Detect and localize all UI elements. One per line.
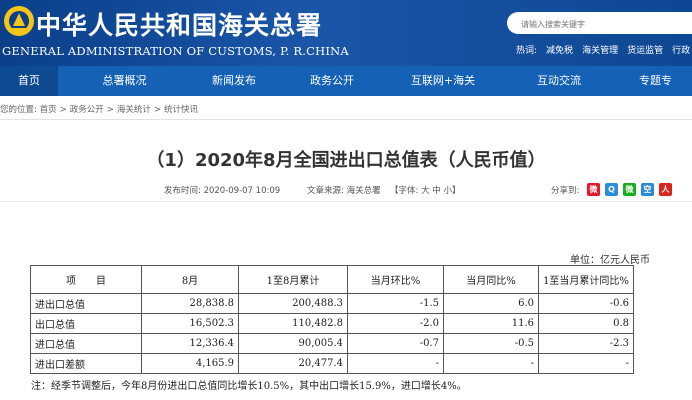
table-cell: 16,502.3 <box>141 313 239 334</box>
table-row: 进出口差额 4,165.9 20,477.4 - - - <box>30 353 634 374</box>
breadcrumb-separator: > <box>59 105 67 115</box>
weibo-icon[interactable]: 微 <box>587 183 600 196</box>
unit-label: 单位：亿元人民币 <box>570 255 650 266</box>
meta-divider <box>0 201 692 202</box>
nav-item-government-affairs[interactable]: 政务公开 <box>310 74 354 87</box>
table-cell: 12,336.4 <box>141 333 239 354</box>
table-cell: - <box>347 353 444 374</box>
table-cell: -0.5 <box>443 333 539 354</box>
table-cell: 20,477.4 <box>238 353 348 374</box>
nav-item-interaction[interactable]: 互动交流 <box>537 74 581 87</box>
nav-item-topics[interactable]: 专题专 <box>639 74 672 87</box>
table-cell: 11.6 <box>443 313 539 334</box>
breadcrumb-separator: > <box>106 105 114 115</box>
search-input[interactable] <box>507 13 681 36</box>
hot-words: 热词: 减免税 海关管理 货运监管 行政 <box>516 43 692 56</box>
breadcrumb-link-home[interactable]: 首页 <box>39 105 57 115</box>
site-title-english: GENERAL ADMINISTRATION OF CUSTOMS, P. R.… <box>2 44 349 58</box>
table-header: 1至当月累计同比% <box>538 265 634 294</box>
customs-emblem-icon <box>4 6 34 36</box>
table-cell: 110,482.8 <box>238 313 348 334</box>
table-header: 项 目 <box>30 265 142 294</box>
site-title[interactable]: 中华人民共和国海关总署 <box>36 11 323 40</box>
table-cell: -1.5 <box>347 293 444 314</box>
qzone-icon[interactable]: 空 <box>641 183 654 196</box>
share-icons: 微 Q 微 空 人 <box>587 183 672 196</box>
hot-word-link[interactable]: 减免税 <box>546 46 574 56</box>
table-header: 8月 <box>141 265 239 294</box>
table-cell: -2.0 <box>347 313 444 334</box>
breadcrumb: 您的位置: 首页 > 政务公开 > 海关统计 > 统计快讯 <box>0 103 198 115</box>
breadcrumb-link-gov[interactable]: 政务公开 <box>69 105 104 115</box>
table-header-row: 项 目 8月 1至8月累计 当月环比% 当月同比% 1至当月累计同比% <box>30 265 634 294</box>
font-size-control[interactable]: 【字体: 大 中 小】 <box>390 186 461 196</box>
publish-time: 发布时间: 2020-09-07 10:09 <box>164 186 281 196</box>
nav-item-news[interactable]: 新闻发布 <box>212 74 256 87</box>
table-cell: 200,488.3 <box>238 293 348 314</box>
share-label: 分享到: <box>551 186 580 196</box>
table-cell: -2.3 <box>538 333 634 354</box>
table-cell: 进出口差额 <box>30 353 142 374</box>
table-cell: 进出口总值 <box>30 293 142 314</box>
table-cell: 进口总值 <box>30 333 142 354</box>
search-box <box>507 12 692 36</box>
table-cell: 6.0 <box>443 293 539 314</box>
table-header: 当月同比% <box>443 265 539 294</box>
nav-item-home[interactable]: 首页 <box>0 66 58 96</box>
hot-word-link[interactable]: 行政 <box>672 46 691 56</box>
trade-value-table: 项 目 8月 1至8月累计 当月环比% 当月同比% 1至当月累计同比% 进出口总… <box>30 265 634 374</box>
table-cell: -0.7 <box>347 333 444 354</box>
table-cell: - <box>538 353 634 374</box>
table-row: 出口总值 16,502.3 110,482.8 -2.0 11.6 0.8 <box>30 313 634 334</box>
table-cell: 出口总值 <box>30 313 142 334</box>
breadcrumb-separator: > <box>153 105 161 115</box>
table-header: 当月环比% <box>347 265 444 294</box>
table-row: 进口总值 12,336.4 90,005.4 -0.7 -0.5 -2.3 <box>30 333 634 354</box>
table-cell: 4,165.9 <box>141 353 239 374</box>
nav-item-about[interactable]: 总署概况 <box>102 74 147 87</box>
breadcrumb-divider <box>0 119 692 120</box>
main-nav: 首页 总署概况 新闻发布 政务公开 互联网+海关 互动交流 专题专 <box>0 66 692 96</box>
site-header: 中华人民共和国海关总署 GENERAL ADMINISTRATION OF CU… <box>0 0 692 66</box>
table-cell: 28,838.8 <box>141 293 239 314</box>
footnote: 注：经季节调整后，今年8月份进出口总值同比增长10.5%，其中出口增长15.9%… <box>31 381 467 392</box>
table-cell: 0.8 <box>538 313 634 334</box>
breadcrumb-label: 您的位置: <box>0 105 37 115</box>
breadcrumb-link-flash[interactable]: 统计快讯 <box>164 105 199 115</box>
table-cell: - <box>443 353 539 374</box>
qq-icon[interactable]: Q <box>605 183 618 196</box>
table-header: 1至8月累计 <box>238 265 348 294</box>
breadcrumb-link-stats[interactable]: 海关统计 <box>116 105 151 115</box>
article-source: 文章来源: 海关总署 <box>307 186 381 196</box>
renren-icon[interactable]: 人 <box>659 183 672 196</box>
table-cell: 90,005.4 <box>238 333 348 354</box>
hot-word-link[interactable]: 海关管理 <box>582 46 619 56</box>
hot-word-link[interactable]: 货运监管 <box>627 46 664 56</box>
nav-item-internet-customs[interactable]: 互联网+海关 <box>410 74 476 87</box>
table-cell: -0.6 <box>538 293 634 314</box>
page-title: （1）2020年8月全国进出口总值表（人民币值） <box>146 150 546 171</box>
wechat-icon[interactable]: 微 <box>623 183 636 196</box>
table-row: 进出口总值 28,838.8 200,488.3 -1.5 6.0 -0.6 <box>30 293 634 314</box>
hot-words-label: 热词: <box>516 46 538 56</box>
